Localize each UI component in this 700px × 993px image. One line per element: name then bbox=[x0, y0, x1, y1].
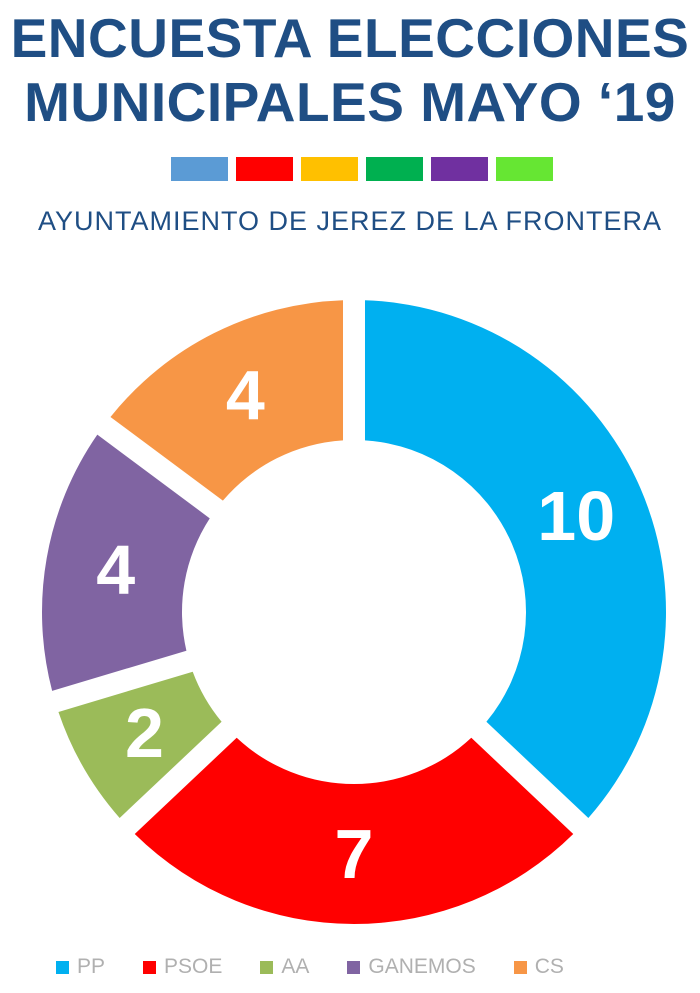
color-swatch-5 bbox=[431, 157, 488, 181]
slice-pp bbox=[364, 300, 666, 818]
legend-label-cs: CS bbox=[534, 955, 564, 978]
legend-item-aa: AA bbox=[260, 955, 309, 979]
legend-item-cs: CS bbox=[513, 955, 564, 979]
chart-subtitle: AYUNTAMIENTO DE JEREZ DE LA FRONTERA bbox=[37, 206, 663, 236]
slice-psoe bbox=[134, 737, 574, 925]
legend-item-ganemos: GANEMOS bbox=[347, 955, 476, 979]
data-label-psoe: 7 bbox=[335, 815, 374, 893]
legend-item-psoe: PSOE bbox=[143, 955, 222, 979]
slice-cs bbox=[110, 300, 344, 501]
title-line-2: MUNICIPALES MAYO ‘19 bbox=[24, 71, 676, 133]
slice-aa bbox=[58, 671, 222, 818]
data-label-pp: 10 bbox=[537, 477, 615, 555]
legend-marker-pp bbox=[56, 960, 69, 974]
chart-legend: PP PSOE AA GANEMOS CS bbox=[56, 955, 602, 979]
legend-marker-ganemos bbox=[347, 960, 361, 974]
data-label-cs: 4 bbox=[226, 357, 265, 435]
legend-item-pp: PP bbox=[56, 955, 105, 979]
color-swatch-strip bbox=[171, 157, 553, 181]
color-swatch-6 bbox=[496, 157, 553, 181]
legend-label-ganemos: GANEMOS bbox=[368, 955, 476, 978]
color-swatch-2 bbox=[236, 157, 293, 181]
legend-marker-psoe bbox=[143, 960, 157, 974]
legend-label-psoe: PSOE bbox=[164, 955, 223, 978]
legend-label-aa: AA bbox=[281, 955, 310, 978]
chart-title: ENCUESTA ELECCIONES MUNICIPALES MAYO ‘19 bbox=[0, 6, 700, 134]
legend-marker-cs bbox=[513, 960, 527, 974]
color-swatch-4 bbox=[366, 157, 423, 181]
color-swatch-3 bbox=[301, 157, 358, 181]
legend-marker-aa bbox=[260, 960, 274, 974]
data-label-ganemos: 4 bbox=[96, 531, 135, 609]
data-label-aa: 2 bbox=[125, 694, 164, 772]
title-line-1: ENCUESTA ELECCIONES bbox=[10, 7, 690, 69]
color-swatch-1 bbox=[171, 157, 228, 181]
legend-label-pp: PP bbox=[77, 955, 106, 978]
slice-ganemos bbox=[41, 434, 210, 691]
